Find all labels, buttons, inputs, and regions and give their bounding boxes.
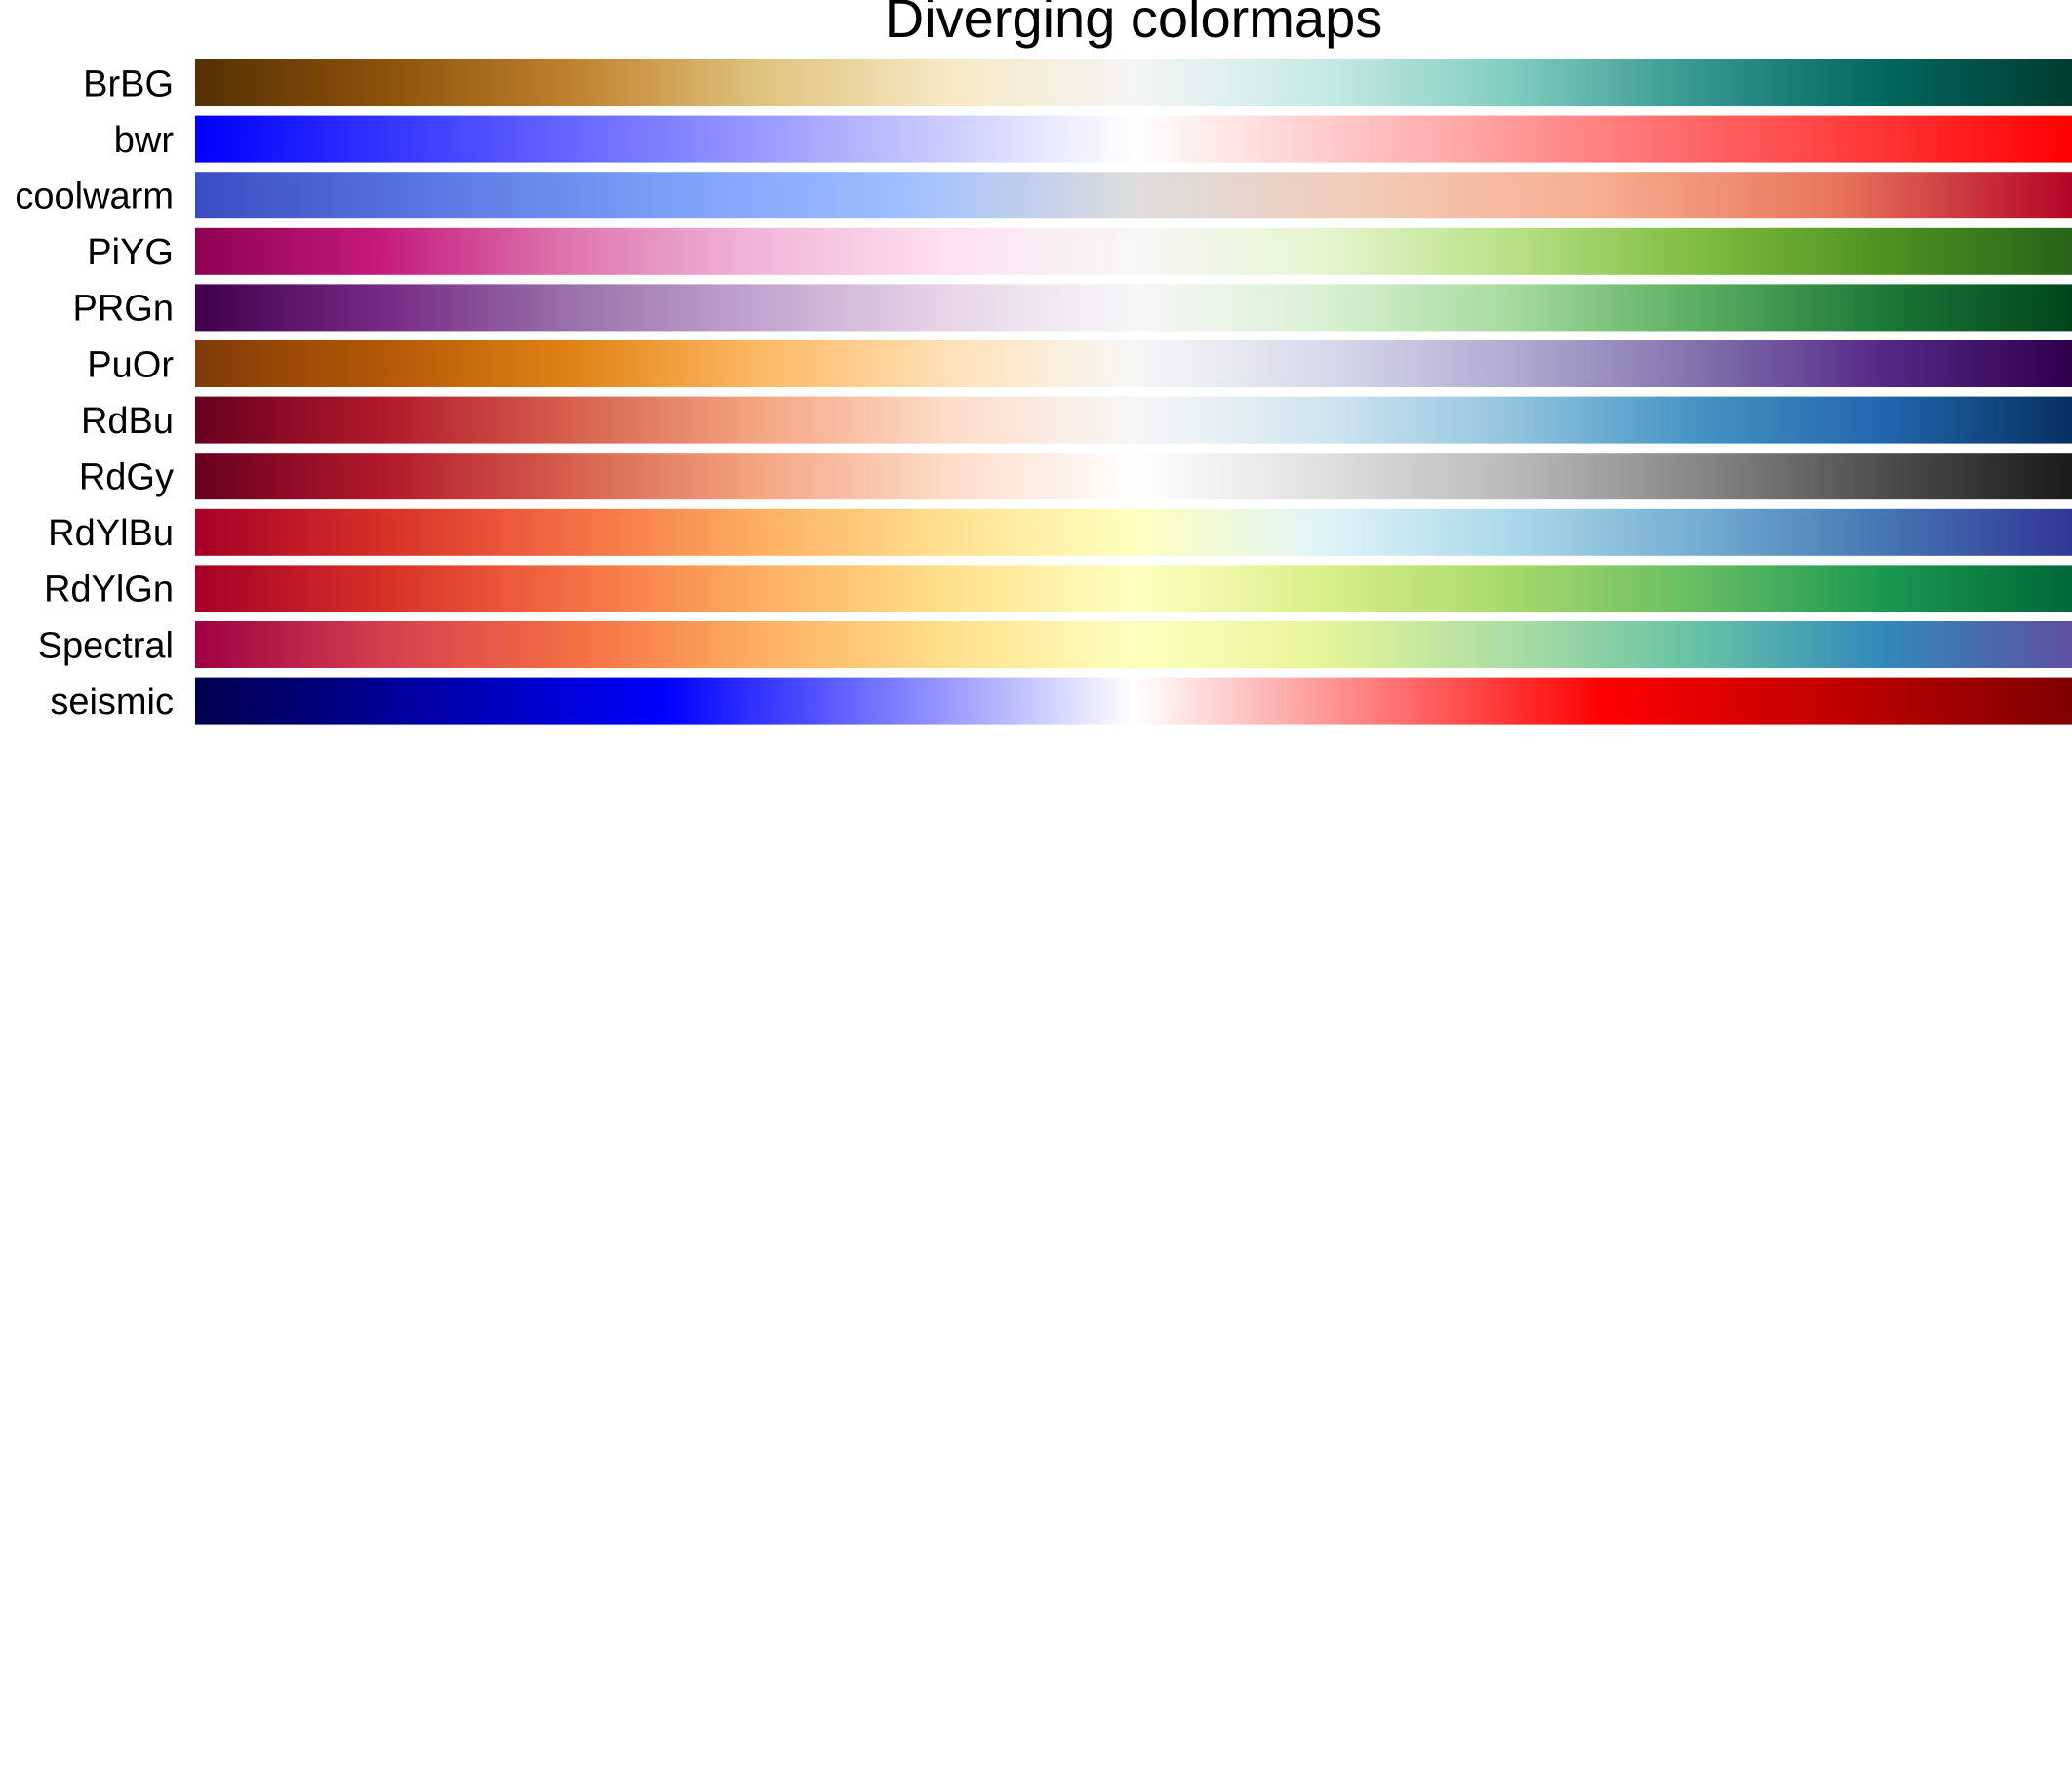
colormap-bar-seismic [195,677,2072,725]
colormap-row-seismic: seismic [50,677,2072,725]
colormap-bar-rdylgn [195,565,2072,612]
colormap-bar-puor [195,340,2072,387]
colormap-label-bwr: bwr [114,120,175,161]
colormap-row-rdylgn: RdYlGn [44,565,2072,612]
colormap-label-puor: PuOr [87,344,174,385]
colormap-bar-piyg [195,227,2072,275]
colormap-label-seismic: seismic [50,682,174,723]
colormap-bar-rdbu [195,396,2072,444]
colormap-label-rdbu: RdBu [81,401,174,442]
colormap-row-prgn: PRGn [73,284,2072,332]
colormap-row-coolwarm: coolwarm [15,172,2072,219]
colormap-bar-bwr [195,115,2072,163]
colormap-bar-brbg [195,59,2072,106]
colormap-bar-rdylbu [195,508,2072,556]
colormap-label-piyg: PiYG [87,232,174,273]
colormap-label-rdylbu: RdYlBu [48,513,174,554]
colormap-label-rdylgn: RdYlGn [44,570,174,611]
colormap-row-puor: PuOr [87,340,2072,387]
colormap-label-brbg: BrBG [83,63,174,104]
colormap-rows: BrBG bwr coolwarm PiYG PRGn PuOr RdBu RdGy RdYlB… [15,59,2072,725]
colormap-row-piyg: PiYG [87,227,2072,275]
colormap-bar-rdgy [195,453,2072,500]
colormap-row-rdbu: RdBu [81,396,2072,444]
colormap-bar-prgn [195,284,2072,332]
colormap-row-bwr: bwr [114,115,2072,163]
colormap-row-rdgy: RdGy [79,453,2072,500]
chart-title: Diverging colormaps [885,0,1382,49]
colormap-row-brbg: BrBG [83,59,2072,106]
colormap-label-prgn: PRGn [73,289,174,330]
colormap-bar-spectral [195,621,2072,668]
colormap-bar-coolwarm [195,172,2072,219]
colormap-label-spectral: Spectral [38,625,174,666]
colormap-row-spectral: Spectral [38,621,2072,668]
colormap-label-rdgy: RdGy [79,457,174,498]
colormap-row-rdylbu: RdYlBu [48,508,2072,556]
colormap-label-coolwarm: coolwarm [15,177,174,217]
